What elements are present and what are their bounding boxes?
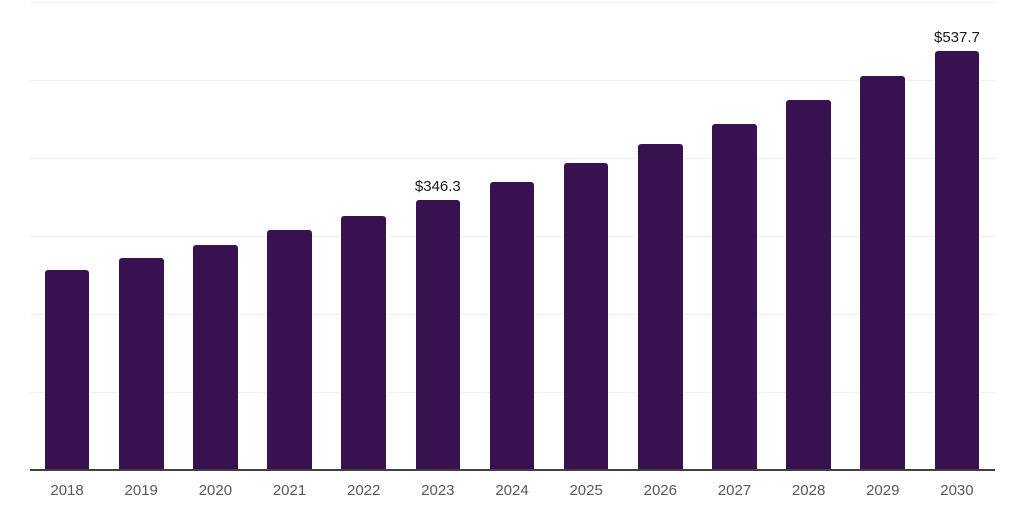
x-tick-label-2018: 2018 [50,482,84,499]
bar-value-label-2023: $346.3 [414,177,461,195]
bar-2029 [860,76,906,470]
x-tick-label-2019: 2019 [124,482,158,499]
bar-2018 [44,269,90,470]
bar-2019 [118,257,164,470]
gridline-600 [30,2,995,3]
bar-2026 [638,143,683,470]
x-axis-line [30,469,995,471]
x-tick-label-2027: 2027 [717,482,752,499]
gridline-500 [30,80,995,81]
bar-value-label-2030: $537.7 [933,28,980,46]
x-tick-label-2026: 2026 [643,482,677,499]
bar-2022 [341,215,386,470]
bar-2028 [786,99,831,470]
x-tick-label-2023: 2023 [421,482,455,499]
bar-2024 [489,182,535,470]
x-tick-label-2030: 2030 [940,482,974,499]
x-tick-label-2028: 2028 [791,482,826,499]
x-tick-label-2022: 2022 [347,482,381,499]
x-tick-label-2024: 2024 [495,482,529,499]
x-tick-label-2025: 2025 [569,482,603,499]
x-tick-label-2020: 2020 [198,482,233,499]
bar-2023 [415,199,461,470]
bar-2030 [934,50,980,470]
bar-2020 [193,244,238,470]
x-tick-label-2021: 2021 [272,482,307,499]
bar-2025 [563,163,609,470]
bar-2027 [712,123,757,470]
x-tick-label-2029: 2029 [866,482,900,499]
gridline-400 [30,158,995,159]
bar-2021 [267,229,312,470]
